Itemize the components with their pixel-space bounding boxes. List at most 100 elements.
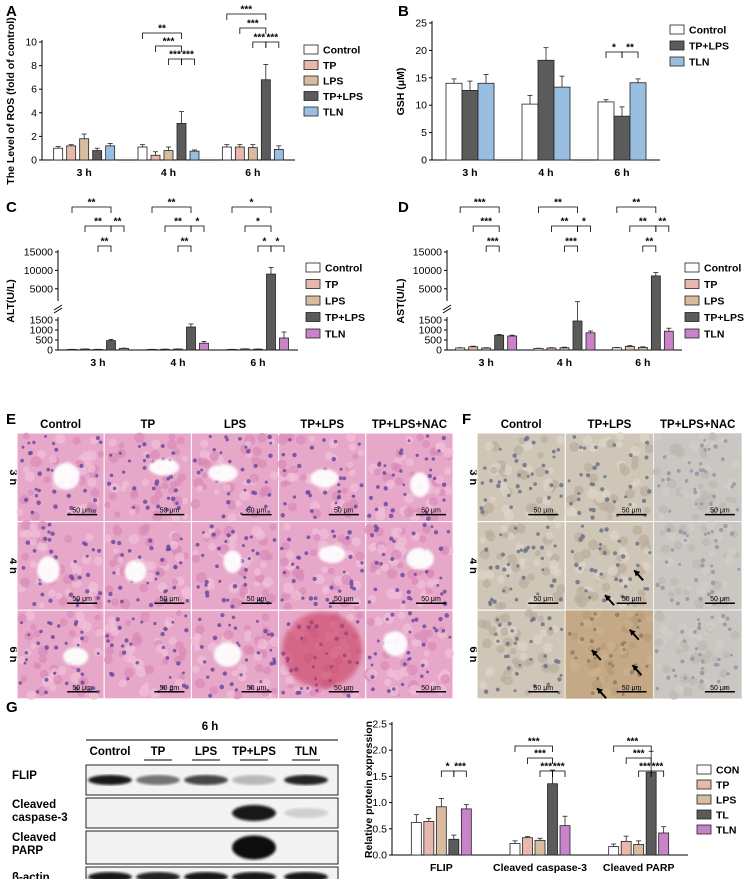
- nucleus: [612, 499, 617, 504]
- bar: [105, 145, 116, 161]
- nucleus: [339, 467, 343, 471]
- panel-label-f: F: [462, 411, 471, 428]
- bar: [553, 86, 571, 161]
- nucleus: [299, 687, 303, 690]
- cell: [141, 478, 150, 487]
- nucleus: [422, 624, 427, 629]
- nucleus: [577, 497, 581, 502]
- bar: [199, 342, 209, 351]
- cell: [626, 611, 633, 618]
- nucleus: [635, 541, 640, 546]
- nucleus: [430, 525, 434, 529]
- legend-swatch: [303, 44, 319, 55]
- nucleus: [44, 690, 48, 695]
- nucleus: [717, 657, 721, 662]
- nucleus: [522, 462, 527, 468]
- cell: [646, 655, 655, 664]
- nucleus: [711, 570, 716, 575]
- scale-bar-label: 50 μm: [72, 685, 92, 692]
- nucleus: [291, 578, 296, 584]
- cell: [422, 439, 431, 448]
- cell: [708, 432, 717, 441]
- cell: [587, 539, 599, 551]
- x-tick-label: FLIP: [430, 862, 453, 874]
- nucleus: [136, 598, 140, 602]
- y-tick-label: 4: [31, 107, 37, 119]
- cell: [697, 640, 708, 651]
- nucleus: [584, 589, 588, 593]
- legend-swatch: [303, 106, 319, 117]
- nucleus: [342, 570, 346, 574]
- nucleus: [356, 620, 360, 624]
- nucleus: [426, 516, 431, 521]
- legend-label: TLN: [325, 329, 345, 341]
- cell: [237, 664, 248, 675]
- nucleus: [245, 508, 249, 512]
- cell: [502, 532, 509, 539]
- cell: [223, 525, 235, 537]
- nucleus: [723, 439, 728, 443]
- cell: [357, 449, 365, 457]
- cell: [426, 579, 435, 588]
- cell: [346, 432, 356, 442]
- cell: [644, 443, 655, 454]
- bar: [537, 59, 555, 161]
- nucleus: [489, 597, 494, 602]
- nucleus: [488, 600, 492, 605]
- nucleus: [98, 591, 103, 596]
- cell: [409, 684, 421, 696]
- bar: [137, 146, 148, 161]
- nucleus: [693, 487, 697, 491]
- nucleus: [342, 476, 347, 481]
- cell: [500, 525, 508, 533]
- nucleus: [717, 679, 721, 684]
- nucleus: [19, 621, 24, 625]
- cell: [658, 512, 665, 520]
- nucleus: [614, 612, 620, 618]
- nucleus: [64, 641, 68, 645]
- cell: [719, 669, 728, 678]
- vessel-lumen: [318, 545, 346, 564]
- nucleus: [373, 652, 377, 656]
- bar: [645, 771, 657, 856]
- nucleus: [221, 514, 226, 519]
- cell: [168, 487, 175, 494]
- nucleus: [388, 513, 394, 519]
- nucleus: [582, 446, 587, 450]
- nucleus: [507, 621, 512, 626]
- cell: [546, 628, 554, 636]
- significance-label: ***: [480, 217, 492, 228]
- cell: [87, 464, 96, 473]
- cell: [588, 442, 599, 453]
- cell: [730, 496, 737, 504]
- nucleus: [429, 468, 433, 472]
- scale-bar-label: 50 μm: [710, 685, 730, 692]
- nucleus: [515, 484, 520, 489]
- nucleus: [689, 469, 694, 473]
- nucleus: [407, 439, 411, 443]
- cell: [688, 676, 698, 686]
- cell: [348, 469, 356, 477]
- nucleus: [225, 438, 229, 442]
- cell: [496, 645, 505, 654]
- nucleus: [272, 657, 276, 661]
- nucleus: [163, 598, 168, 603]
- nucleus: [569, 501, 573, 506]
- nucleus: [73, 622, 78, 627]
- nucleus: [577, 492, 581, 495]
- nucleus: [251, 548, 255, 553]
- cell: [642, 561, 651, 571]
- cell: [263, 666, 272, 675]
- ihc-tile: 50 μm: [476, 432, 566, 523]
- cell: [285, 675, 295, 685]
- nucleus: [228, 459, 232, 464]
- nucleus: [345, 535, 350, 540]
- nucleus: [703, 532, 707, 536]
- significance-bracket: [265, 41, 280, 48]
- nucleus: [105, 634, 110, 638]
- nucleus: [506, 654, 510, 659]
- nucleus: [352, 586, 357, 591]
- cell: [632, 525, 643, 536]
- nucleus: [596, 677, 600, 681]
- nucleus: [171, 620, 175, 624]
